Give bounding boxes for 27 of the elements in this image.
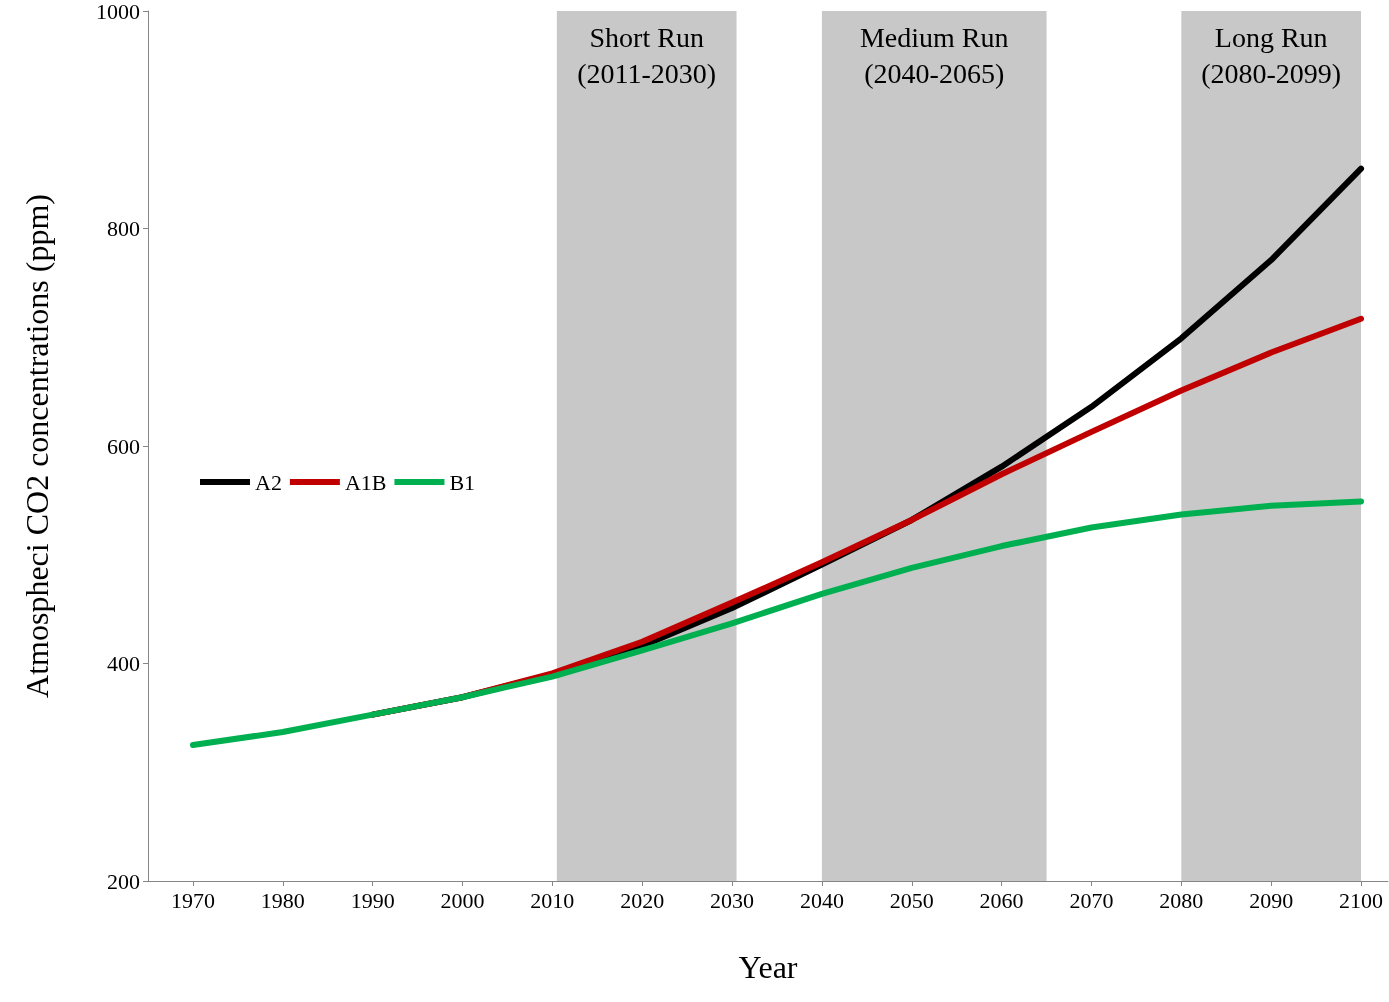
x-tick-label: 1980 [260,887,305,913]
x-tick-label: 2080 [1159,887,1204,913]
x-tick-label: 2030 [710,887,755,913]
y-axis-title: Atmospheci CO2 concentrations (ppm) [19,194,55,698]
y-tick-label: 400 [107,651,140,676]
legend-label: B1 [449,469,476,495]
x-tick-label: 2070 [1069,887,1114,913]
x-tick-label: 2010 [530,887,575,913]
x-tick-label: 1990 [350,887,395,913]
y-tick-label: 800 [107,216,140,241]
x-tick-label: 2040 [799,887,844,913]
legend-label: A2 [255,469,282,495]
band-label: Short Run (2011-2030) [577,21,717,89]
band-label: Medium Run (2040-2065) [859,21,1009,89]
y-tick-label: 200 [107,868,140,894]
x-tick-label: 2060 [979,887,1024,913]
y-tick-label: 600 [107,433,140,459]
x-tick-label: 1970 [170,887,215,913]
band-label: Long Run (2080-2099) [1201,21,1342,89]
x-tick-label: 2100 [1339,887,1384,913]
x-tick-label: 2090 [1249,887,1294,913]
legend-label: A1B [344,469,387,495]
y-tick-label: 1000 [96,0,140,24]
x-axis-title: Year [738,949,798,985]
x-tick-label: 2020 [620,887,665,913]
x-tick-label: 2000 [440,887,485,913]
x-tick-label: 2050 [889,887,934,913]
